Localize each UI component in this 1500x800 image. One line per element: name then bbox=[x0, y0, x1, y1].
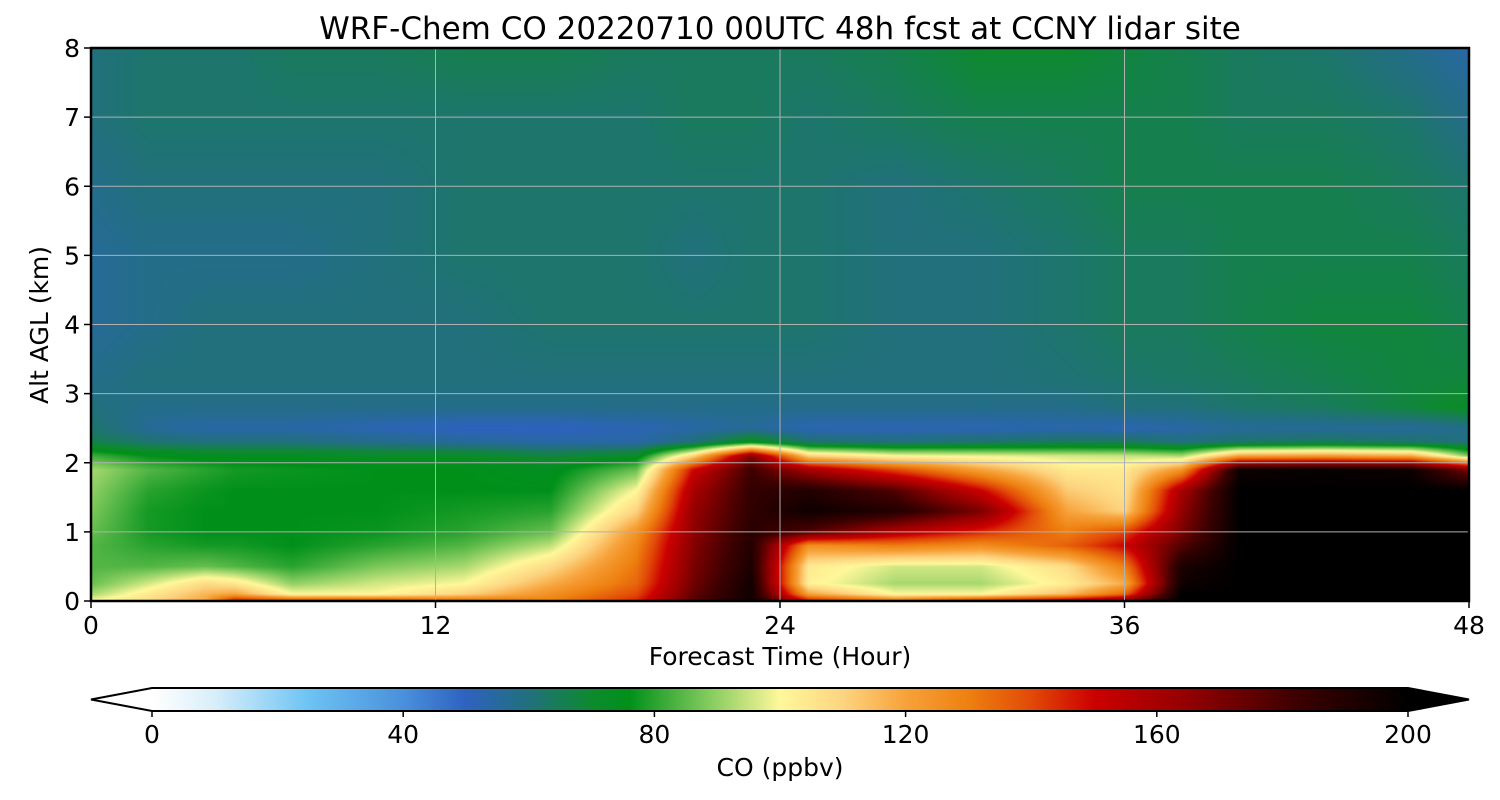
colorbar-tick-label-4: 160 bbox=[1133, 720, 1181, 749]
colorbar-extend-low bbox=[91, 688, 152, 711]
x-axis-ticks: 0 12 24 36 48 bbox=[83, 601, 1485, 640]
grid-lines bbox=[91, 48, 1469, 601]
y-tick-label-5: 5 bbox=[64, 241, 80, 270]
y-tick-label-4: 4 bbox=[64, 311, 80, 340]
y-tick-label-3: 3 bbox=[64, 380, 80, 409]
y-tick-label-2: 2 bbox=[64, 449, 80, 478]
y-axis-label: Alt AGL (km) bbox=[25, 246, 54, 404]
y-axis-ticks: 0 1 2 3 4 5 6 7 8 bbox=[64, 34, 91, 616]
x-tick-label-2: 24 bbox=[764, 611, 796, 640]
y-tick-label-1: 1 bbox=[64, 518, 80, 547]
y-tick-label-7: 7 bbox=[64, 103, 80, 132]
y-tick-label-0: 0 bbox=[64, 587, 80, 616]
colorbar-ticks: 0 40 80 120 160 200 bbox=[144, 711, 1432, 749]
colorbar-tick-label-1: 40 bbox=[387, 720, 419, 749]
colorbar-tick-label-3: 120 bbox=[882, 720, 930, 749]
colorbar-tick-label-0: 0 bbox=[144, 720, 160, 749]
x-tick-label-1: 12 bbox=[420, 611, 452, 640]
colorbar-tick-label-2: 80 bbox=[638, 720, 670, 749]
colorbar-label: CO (ppbv) bbox=[717, 753, 844, 782]
y-tick-label-8: 8 bbox=[64, 34, 80, 63]
x-tick-label-4: 48 bbox=[1453, 611, 1485, 640]
colorbar-extend-high bbox=[1408, 688, 1469, 711]
x-axis-label: Forecast Time (Hour) bbox=[649, 642, 912, 671]
chart-title: WRF-Chem CO 20220710 00UTC 48h fcst at C… bbox=[319, 11, 1241, 47]
x-tick-label-0: 0 bbox=[83, 611, 99, 640]
x-tick-label-3: 36 bbox=[1109, 611, 1141, 640]
colorbar-gradient bbox=[152, 688, 1408, 711]
colorbar-tick-label-5: 200 bbox=[1384, 720, 1432, 749]
colorbar: 0 40 80 120 160 200 bbox=[90, 687, 1470, 749]
y-tick-label-6: 6 bbox=[64, 172, 80, 201]
